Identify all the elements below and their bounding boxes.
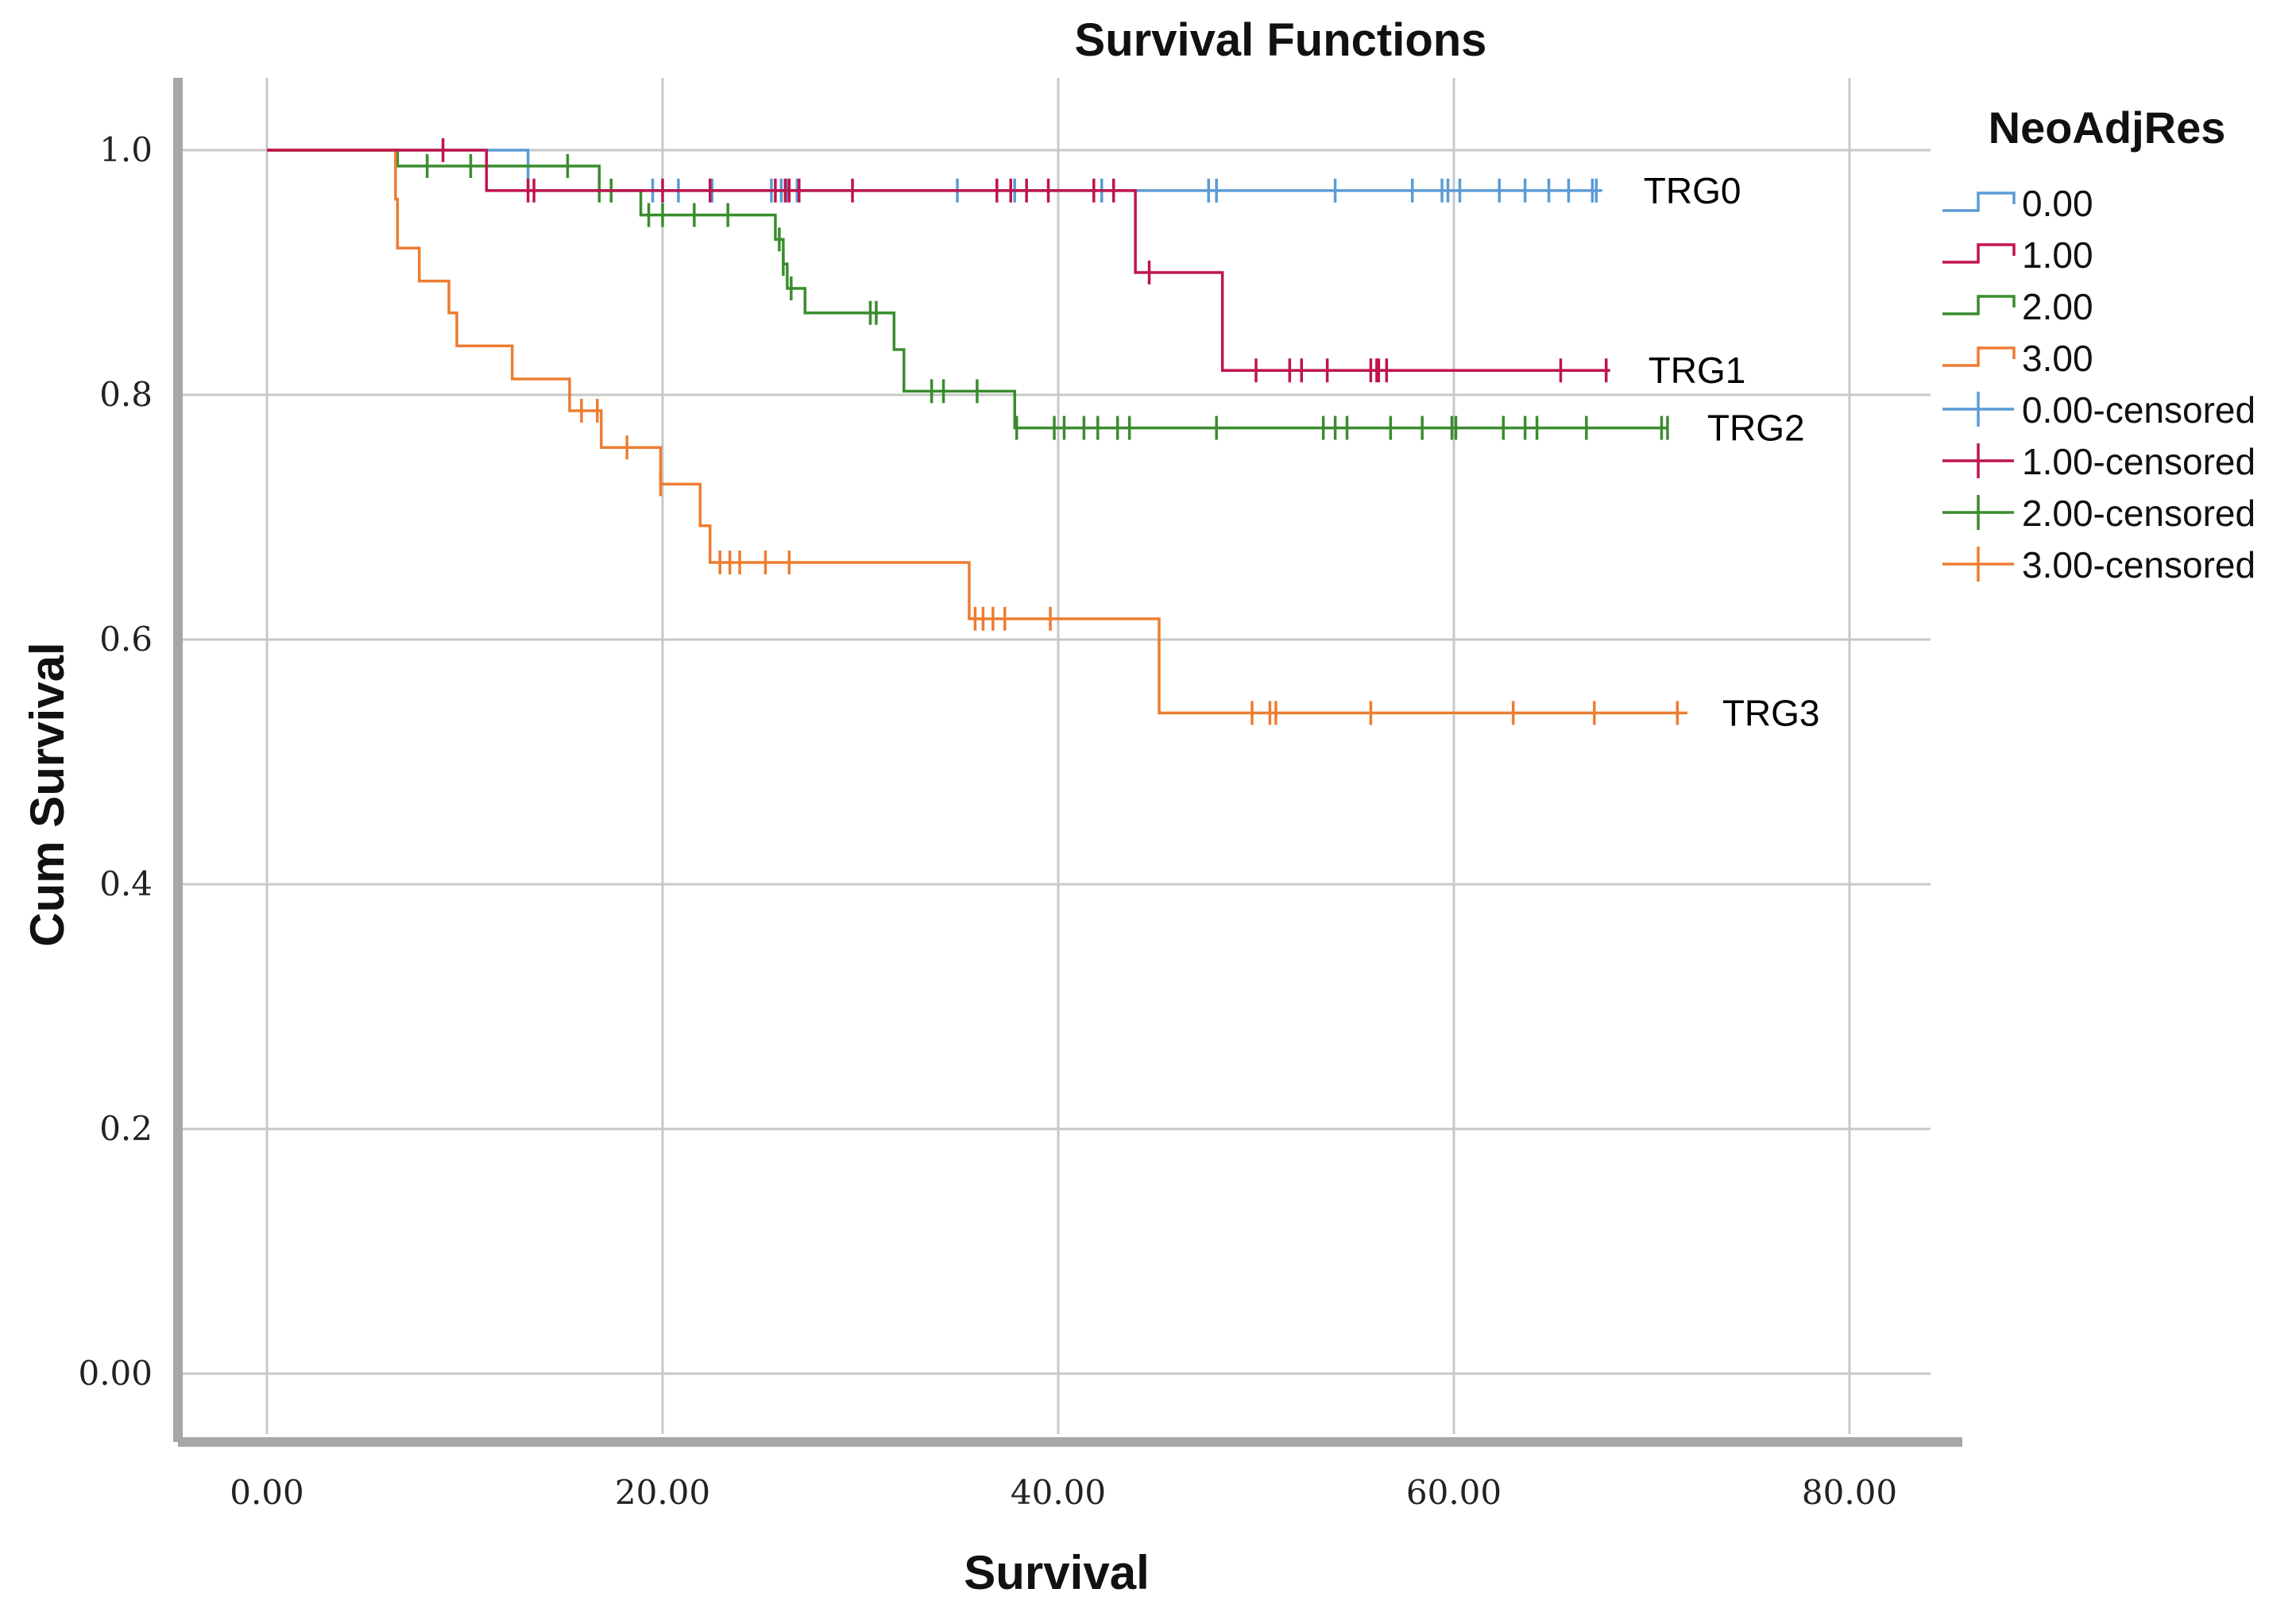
legend-label: 0.00-censored xyxy=(2022,389,2255,431)
x-tick-label: 80.00 xyxy=(1802,1473,1897,1512)
survival-curve-0.00 xyxy=(267,149,1602,192)
y-tick-label: 0.4 xyxy=(99,864,153,903)
x-tick-label: 40.00 xyxy=(1011,1473,1106,1512)
legend-swatch-step xyxy=(1942,346,2016,367)
legend-item-0.00: 0.00 xyxy=(1942,183,2093,224)
series-0.00: TRG0 xyxy=(267,149,1741,211)
legend-swatch-step xyxy=(1942,191,2016,212)
survival-curve-1.00 xyxy=(267,149,1610,372)
y-tick-label: 0.00 xyxy=(78,1354,153,1393)
y-tick-label: 1.0 xyxy=(99,130,153,169)
survival-curve-2.00 xyxy=(267,149,1668,430)
curve-label-TRG0: TRG0 xyxy=(1644,170,1741,211)
legend-swatch-step xyxy=(1942,243,2016,264)
legend-item-2.00: 2.00 xyxy=(1942,286,2093,327)
axis-layer: 0.00 0.2 0.4 0.6 0.8 1.0 0.00 20.00 40.00 60.00 80… xyxy=(78,78,1962,1512)
legend-item-3.00: 3.00 xyxy=(1942,338,2093,379)
x-tick-label: 20.00 xyxy=(615,1473,710,1512)
legend-label: 1.00-censored xyxy=(2022,441,2255,482)
legend-label: 2.00 xyxy=(2022,286,2093,327)
series-1.00: TRG1 xyxy=(267,138,1745,391)
y-tick-label: 0.8 xyxy=(99,375,153,414)
series-2.00: TRG2 xyxy=(267,149,1805,449)
x-axis-title: Survival xyxy=(964,1546,1149,1599)
survival-curve-3.00 xyxy=(267,149,1687,715)
curve-label-TRG2: TRG2 xyxy=(1707,408,1805,449)
y-tick-label: 0.6 xyxy=(99,620,153,659)
chart-title: Survival Functions xyxy=(1075,14,1487,66)
x-tick-label: 60.00 xyxy=(1406,1473,1502,1512)
series-3.00: TRG3 xyxy=(267,149,1820,733)
y-tick-label: 0.2 xyxy=(99,1109,153,1148)
legend-label: 0.00 xyxy=(2022,183,2093,224)
legend-label: 2.00-censored xyxy=(2022,493,2255,534)
legend-item-0.00-censored: 0.00-censored xyxy=(1942,389,2255,431)
legend-item-1.00-censored: 1.00-censored xyxy=(1942,441,2255,482)
legend-label: 3.00-censored xyxy=(2022,544,2255,586)
legend-swatch-step xyxy=(1942,295,2016,315)
legend-item-2.00-censored: 2.00-censored xyxy=(1942,493,2255,534)
curve-label-TRG1: TRG1 xyxy=(1649,350,1746,391)
series-layer: TRG0 TRG2 TRG3 TRG1 xyxy=(267,138,1820,733)
x-tick-label: 0.00 xyxy=(230,1473,304,1512)
y-axis-title: Cum Survival xyxy=(21,642,74,946)
legend-label: 1.00 xyxy=(2022,234,2093,276)
legend-label: 3.00 xyxy=(2022,338,2093,379)
legend-item-1.00: 1.00 xyxy=(1942,234,2093,276)
legend-item-3.00-censored: 3.00-censored xyxy=(1942,544,2255,586)
curve-label-TRG3: TRG3 xyxy=(1722,692,1820,733)
legend-title: NeoAdjRes xyxy=(1989,102,2226,153)
legend-layer: 0.00 1.00 2.00 3.00 0.00-censored 1.00-censor… xyxy=(1942,183,2255,586)
